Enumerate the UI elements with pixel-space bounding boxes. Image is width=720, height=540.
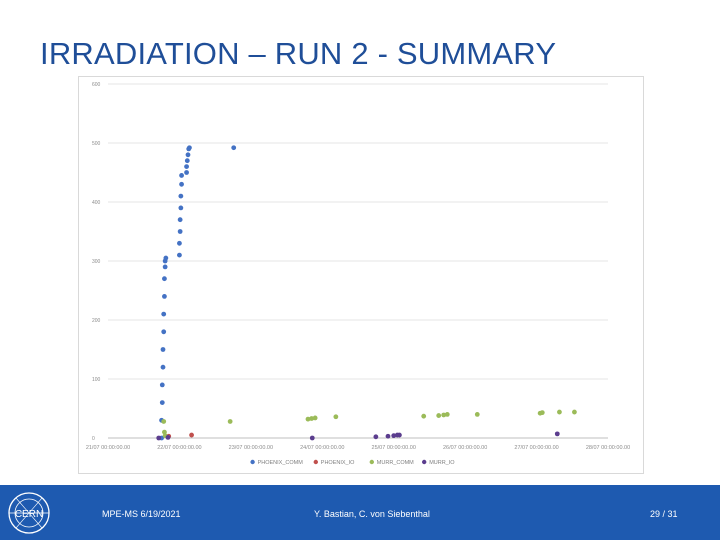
legend-label: MURR_IO	[429, 460, 455, 466]
data-point-phoenix-comm	[177, 217, 183, 223]
x-tick-label: 28/07 00:00:00.00	[586, 445, 630, 451]
legend-marker	[369, 459, 374, 465]
data-point-murr-comm	[436, 413, 442, 418]
footer-authors: Y. Bastian, C. von Siebenthal	[314, 509, 430, 519]
data-point-phoenix-io	[189, 432, 194, 438]
legend-marker	[250, 459, 255, 465]
x-tick-label: 24/07 00:00:00.00	[300, 445, 344, 451]
data-point-phoenix-comm	[161, 311, 167, 317]
data-point-murr-io	[385, 433, 391, 439]
x-tick-label: 26/07 00:00:00.00	[443, 445, 487, 451]
data-point-murr-comm	[474, 412, 480, 417]
data-point-murr-comm	[333, 414, 339, 420]
footer-date-label: MPE-MS 6/19/2021	[102, 509, 181, 519]
data-point-phoenix-comm	[184, 158, 190, 164]
legend-marker	[313, 459, 318, 465]
data-point-murr-comm	[539, 410, 545, 416]
data-point-phoenix-comm	[162, 294, 167, 299]
data-point-murr-comm	[421, 413, 427, 419]
data-point-phoenix-comm	[162, 276, 167, 282]
legend-marker	[422, 459, 427, 465]
data-point-phoenix-comm	[178, 205, 184, 211]
data-point-phoenix-comm	[178, 193, 184, 199]
data-point-phoenix-comm	[162, 264, 168, 270]
data-point-murr-comm	[312, 415, 318, 421]
data-point-phoenix-comm	[179, 181, 184, 187]
data-point-phoenix-comm	[177, 240, 182, 246]
cern-logo-icon: CERN	[8, 492, 50, 534]
x-tick-label: 23/07 00:00:00.00	[229, 445, 273, 451]
data-point-murr-comm	[227, 419, 233, 424]
data-point-phoenix-comm	[159, 400, 165, 405]
x-tick-label: 21/07 00:00:00.00	[86, 445, 130, 451]
data-point-murr-io	[554, 431, 560, 437]
data-point-phoenix-comm	[179, 173, 184, 178]
y-tick-label: 500	[92, 141, 101, 147]
data-point-phoenix-comm	[159, 382, 165, 388]
data-point-phoenix-comm	[187, 145, 192, 151]
data-point-murr-comm	[441, 412, 447, 418]
data-point-murr-comm	[305, 416, 311, 422]
y-tick-label: 400	[92, 200, 101, 206]
data-point-phoenix-comm	[177, 252, 182, 258]
chart-frame	[78, 76, 644, 474]
data-point-phoenix-comm	[160, 347, 166, 352]
footer-page-number: 29 / 31	[650, 509, 678, 519]
data-point-murr-comm	[572, 409, 577, 415]
data-point-murr-comm	[309, 416, 314, 421]
data-point-murr-io	[397, 432, 402, 438]
data-point-murr-io	[309, 435, 315, 441]
data-point-phoenix-comm	[160, 364, 166, 370]
x-tick-label: 25/07 00:00:00.00	[372, 445, 416, 451]
cern-logo-text: CERN	[15, 509, 43, 520]
x-tick-label: 27/07 00:00:00.00	[514, 445, 558, 451]
legend-label: PHOENIX_IO	[321, 460, 355, 466]
slide-title: IRRADIATION – RUN 2 - SUMMARY	[40, 36, 557, 71]
data-point-murr-comm	[557, 409, 562, 415]
data-point-phoenix-comm	[185, 152, 191, 158]
data-point-murr-comm	[444, 412, 450, 417]
data-point-murr-io	[373, 434, 379, 440]
y-tick-label: 100	[92, 377, 101, 383]
legend-label: MURR_COMM	[377, 460, 414, 466]
footer-bar: CERN MPE-MS 6/19/2021 Y. Bastian, C. von…	[0, 485, 720, 540]
data-point-phoenix-comm	[184, 170, 189, 175]
data-point-murr-io	[165, 435, 171, 440]
x-tick-label: 22/07 00:00:00.00	[157, 445, 201, 451]
y-tick-label: 200	[92, 318, 101, 324]
data-point-phoenix-comm	[177, 229, 183, 234]
irradiation-scatter-chart: 0 100 200 300 400 500 600 21/07 00:00:00.00 22/0…	[86, 82, 630, 466]
data-point-phoenix-comm	[231, 145, 237, 151]
data-point-phoenix-comm	[184, 164, 189, 169]
y-tick-label: 600	[92, 82, 101, 88]
data-point-murr-io	[156, 435, 162, 441]
data-point-murr-io	[391, 433, 397, 439]
data-point-phoenix-comm	[163, 255, 169, 261]
data-point-phoenix-comm	[161, 329, 167, 335]
y-tick-label: 300	[92, 259, 101, 265]
data-point-murr-comm	[161, 419, 167, 424]
y-tick-label: 0	[92, 436, 95, 442]
legend-label: PHOENIX_COMM	[258, 460, 304, 466]
